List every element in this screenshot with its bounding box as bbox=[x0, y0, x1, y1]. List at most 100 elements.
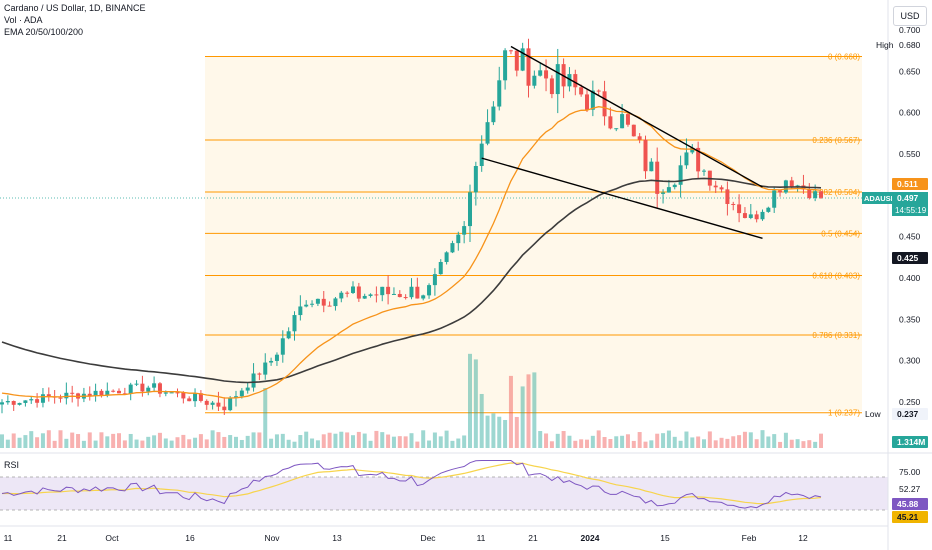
candle-body bbox=[345, 292, 350, 294]
volume-bar bbox=[152, 435, 157, 448]
fib-level-label: 0.5 (0.454) bbox=[821, 229, 860, 238]
volume-bar bbox=[17, 437, 22, 448]
ema-fast-line bbox=[1, 106, 822, 399]
candle-body bbox=[625, 114, 630, 125]
fib-level-label: 0.786 (0.331) bbox=[812, 331, 860, 340]
volume-bar bbox=[760, 430, 765, 448]
rsi-ma-line bbox=[1, 462, 822, 505]
currency-button[interactable]: USD bbox=[893, 6, 927, 26]
volume-bar bbox=[491, 413, 496, 448]
candle-body bbox=[702, 170, 706, 172]
volume-bar bbox=[596, 430, 601, 448]
price-tick-label: 0.650 bbox=[899, 66, 921, 76]
candle-body bbox=[193, 393, 198, 402]
ema-indicator-label[interactable]: EMA 20/50/100/200 bbox=[4, 27, 84, 37]
candle-body bbox=[585, 94, 589, 110]
volume-bar bbox=[269, 438, 274, 448]
volume-bar bbox=[409, 433, 414, 448]
volume-bar bbox=[52, 440, 57, 448]
symbol-tag-bg bbox=[862, 192, 892, 204]
volume-bar bbox=[731, 436, 736, 448]
volume-indicator-label[interactable]: Vol · ADA bbox=[4, 15, 43, 25]
candle-body bbox=[391, 293, 396, 295]
volume-bar bbox=[696, 436, 701, 448]
rsi-indicator-label[interactable]: RSI bbox=[4, 460, 20, 470]
volume-bar bbox=[666, 430, 671, 448]
candle-body bbox=[140, 383, 145, 392]
trendline-lower bbox=[481, 157, 763, 239]
volume-bar bbox=[473, 359, 478, 448]
candle-body bbox=[356, 286, 361, 299]
candle-body bbox=[286, 331, 291, 339]
volume-bar bbox=[29, 431, 34, 448]
volume-bar bbox=[175, 437, 180, 448]
candle-body bbox=[620, 114, 625, 129]
volume-bar bbox=[234, 436, 238, 448]
candle-body bbox=[742, 213, 747, 218]
volume-bar bbox=[508, 375, 513, 448]
volume-bar bbox=[210, 430, 215, 448]
candle-body bbox=[690, 147, 695, 153]
volume-bar bbox=[468, 353, 472, 448]
volume-bar bbox=[585, 439, 589, 448]
candle-body bbox=[368, 294, 373, 296]
volume-bar bbox=[415, 441, 420, 448]
candle-body bbox=[111, 390, 116, 392]
candle-body bbox=[274, 354, 279, 361]
candle-body bbox=[538, 70, 543, 76]
candle-body bbox=[35, 399, 40, 403]
candle-body bbox=[146, 387, 151, 392]
volume-bar bbox=[315, 440, 320, 448]
ema-price-tag-bg bbox=[892, 178, 928, 190]
candle-body bbox=[40, 394, 45, 403]
candle-body bbox=[122, 393, 127, 395]
candle-body bbox=[234, 396, 238, 398]
candle-body bbox=[386, 286, 391, 295]
volume-bar bbox=[286, 439, 291, 448]
candle-body bbox=[310, 303, 315, 305]
volume-bar bbox=[772, 434, 777, 448]
volume-bar bbox=[819, 433, 823, 448]
volume-bar bbox=[187, 439, 192, 448]
candle-body bbox=[666, 187, 671, 193]
candle-body bbox=[748, 214, 753, 218]
candle-body bbox=[655, 161, 660, 194]
candle-body bbox=[157, 383, 162, 394]
candle-body bbox=[555, 64, 560, 95]
volume-bar bbox=[356, 431, 361, 448]
volume-bar bbox=[620, 435, 625, 448]
volume-bar bbox=[386, 434, 391, 448]
volume-bar bbox=[333, 433, 338, 448]
volume-bar bbox=[351, 435, 355, 448]
volume-bar bbox=[590, 435, 595, 448]
time-tick-label: 13 bbox=[332, 533, 342, 543]
candle-body bbox=[649, 161, 654, 172]
candle-body bbox=[175, 392, 180, 394]
candle-body bbox=[813, 191, 818, 198]
low-price-tag-bg bbox=[892, 408, 928, 420]
time-tick-label: 12 bbox=[798, 533, 808, 543]
volume-bar bbox=[614, 436, 619, 448]
candle-body bbox=[245, 387, 250, 391]
volume-bar bbox=[99, 432, 104, 448]
volume-bar bbox=[193, 437, 198, 448]
candle-body bbox=[473, 166, 478, 193]
volume-bar bbox=[11, 433, 16, 448]
volume-bar bbox=[672, 436, 677, 448]
candle-body bbox=[421, 295, 426, 299]
volume-bar bbox=[321, 434, 326, 448]
price-tick-label: 0.400 bbox=[899, 273, 921, 283]
volume-bar bbox=[181, 434, 186, 448]
candle-body bbox=[614, 128, 619, 130]
fib-level-label: 0.236 (0.567) bbox=[812, 136, 860, 145]
price-tick-label: 0.250 bbox=[899, 397, 921, 407]
candle-body bbox=[169, 392, 174, 394]
candle-body bbox=[643, 139, 648, 172]
volume-bar bbox=[0, 434, 4, 448]
candle-body bbox=[0, 402, 4, 405]
volume-bar bbox=[561, 431, 566, 448]
price-tick-label: 0.550 bbox=[899, 149, 921, 159]
volume-bar bbox=[397, 436, 402, 448]
volume-bar bbox=[46, 430, 51, 448]
